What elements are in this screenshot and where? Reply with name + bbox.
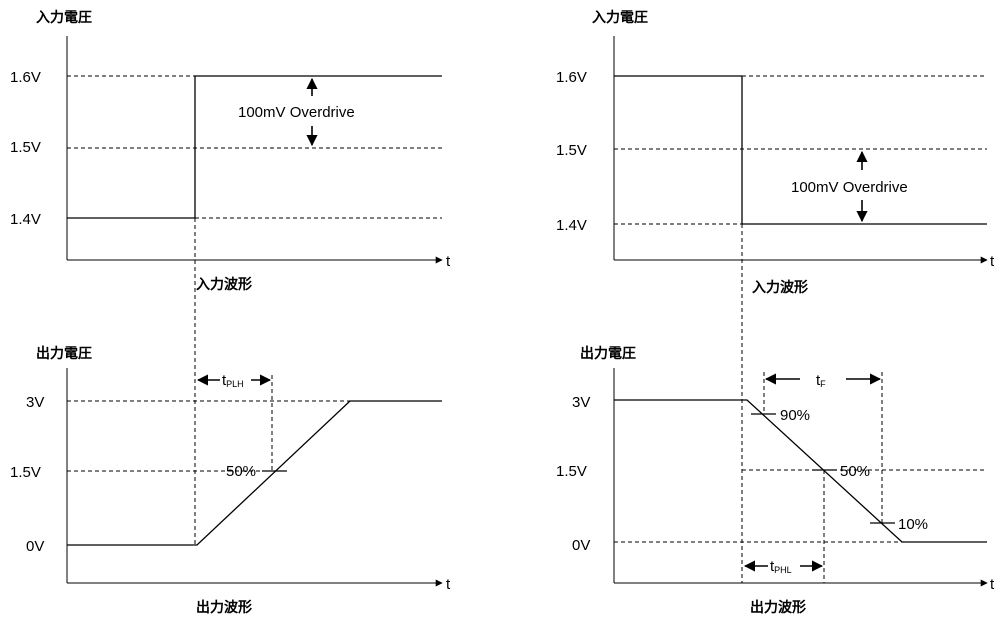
- right-tick-1-5v-out: 1.5V: [556, 463, 587, 480]
- right-output-voltage-title: 出力電圧: [580, 345, 636, 362]
- right-50pct-label: 50%: [840, 463, 870, 480]
- right-tick-0v: 0V: [572, 537, 590, 554]
- left-50pct-label: 50%: [226, 463, 256, 480]
- left-input-waveform-caption: 入力波形: [196, 276, 252, 293]
- right-input-waveform-caption: 入力波形: [752, 279, 808, 296]
- right-overdrive-label: 100mV Overdrive: [791, 179, 908, 196]
- left-tick-3v: 3V: [26, 394, 44, 411]
- left-overdrive-label: 100mV Overdrive: [238, 104, 355, 121]
- right-10pct-label: 10%: [898, 516, 928, 533]
- left-output-voltage-title: 出力電圧: [36, 345, 92, 362]
- right-tick-3v: 3V: [572, 394, 590, 411]
- left-tplh-label: tPLH: [222, 372, 244, 389]
- left-input-t-label: t: [446, 253, 451, 270]
- right-output-waveform: [614, 399, 987, 543]
- right-input-voltage-title: 入力電圧: [592, 9, 648, 26]
- left-input-voltage-title: 入力電圧: [36, 9, 92, 26]
- left-output-t-label: t: [446, 576, 451, 593]
- left-tick-0v: 0V: [26, 538, 44, 555]
- left-tick-1-4v: 1.4V: [10, 211, 41, 228]
- left-output-panel: 出力電圧 t 3V 1.5V 0V 50% tPLH 出力波形: [10, 345, 451, 616]
- right-tf-label: tF: [816, 372, 826, 389]
- right-tick-1-5v: 1.5V: [556, 142, 587, 159]
- left-tick-1-5v: 1.5V: [10, 139, 41, 156]
- left-tick-1-5v-out: 1.5V: [10, 464, 41, 481]
- right-input-waveform: [614, 75, 987, 225]
- right-input-t-label: t: [990, 253, 995, 270]
- right-tick-1-6v: 1.6V: [556, 69, 587, 86]
- right-tphl-label: tPHL: [770, 558, 792, 575]
- right-tick-1-4v: 1.4V: [556, 217, 587, 234]
- left-input-panel: 入力電圧 t 1.6V 1.5V 1.4V 100mV Overdrive 入力…: [10, 9, 451, 293]
- left-input-waveform: [67, 75, 442, 219]
- right-output-panel: 出力電圧 t 3V 1.5V 0V 90% 50% 10% tF tPHL 出力…: [556, 345, 995, 616]
- right-90pct-label: 90%: [780, 407, 810, 424]
- left-output-waveform: [67, 400, 442, 546]
- left-output-waveform-caption: 出力波形: [196, 599, 252, 616]
- right-output-waveform-caption: 出力波形: [750, 599, 806, 616]
- left-tick-1-6v: 1.6V: [10, 69, 41, 86]
- right-input-panel: 入力電圧 t 1.6V 1.5V 1.4V 100mV Overdrive 入力…: [556, 9, 995, 296]
- right-output-t-label: t: [990, 576, 995, 593]
